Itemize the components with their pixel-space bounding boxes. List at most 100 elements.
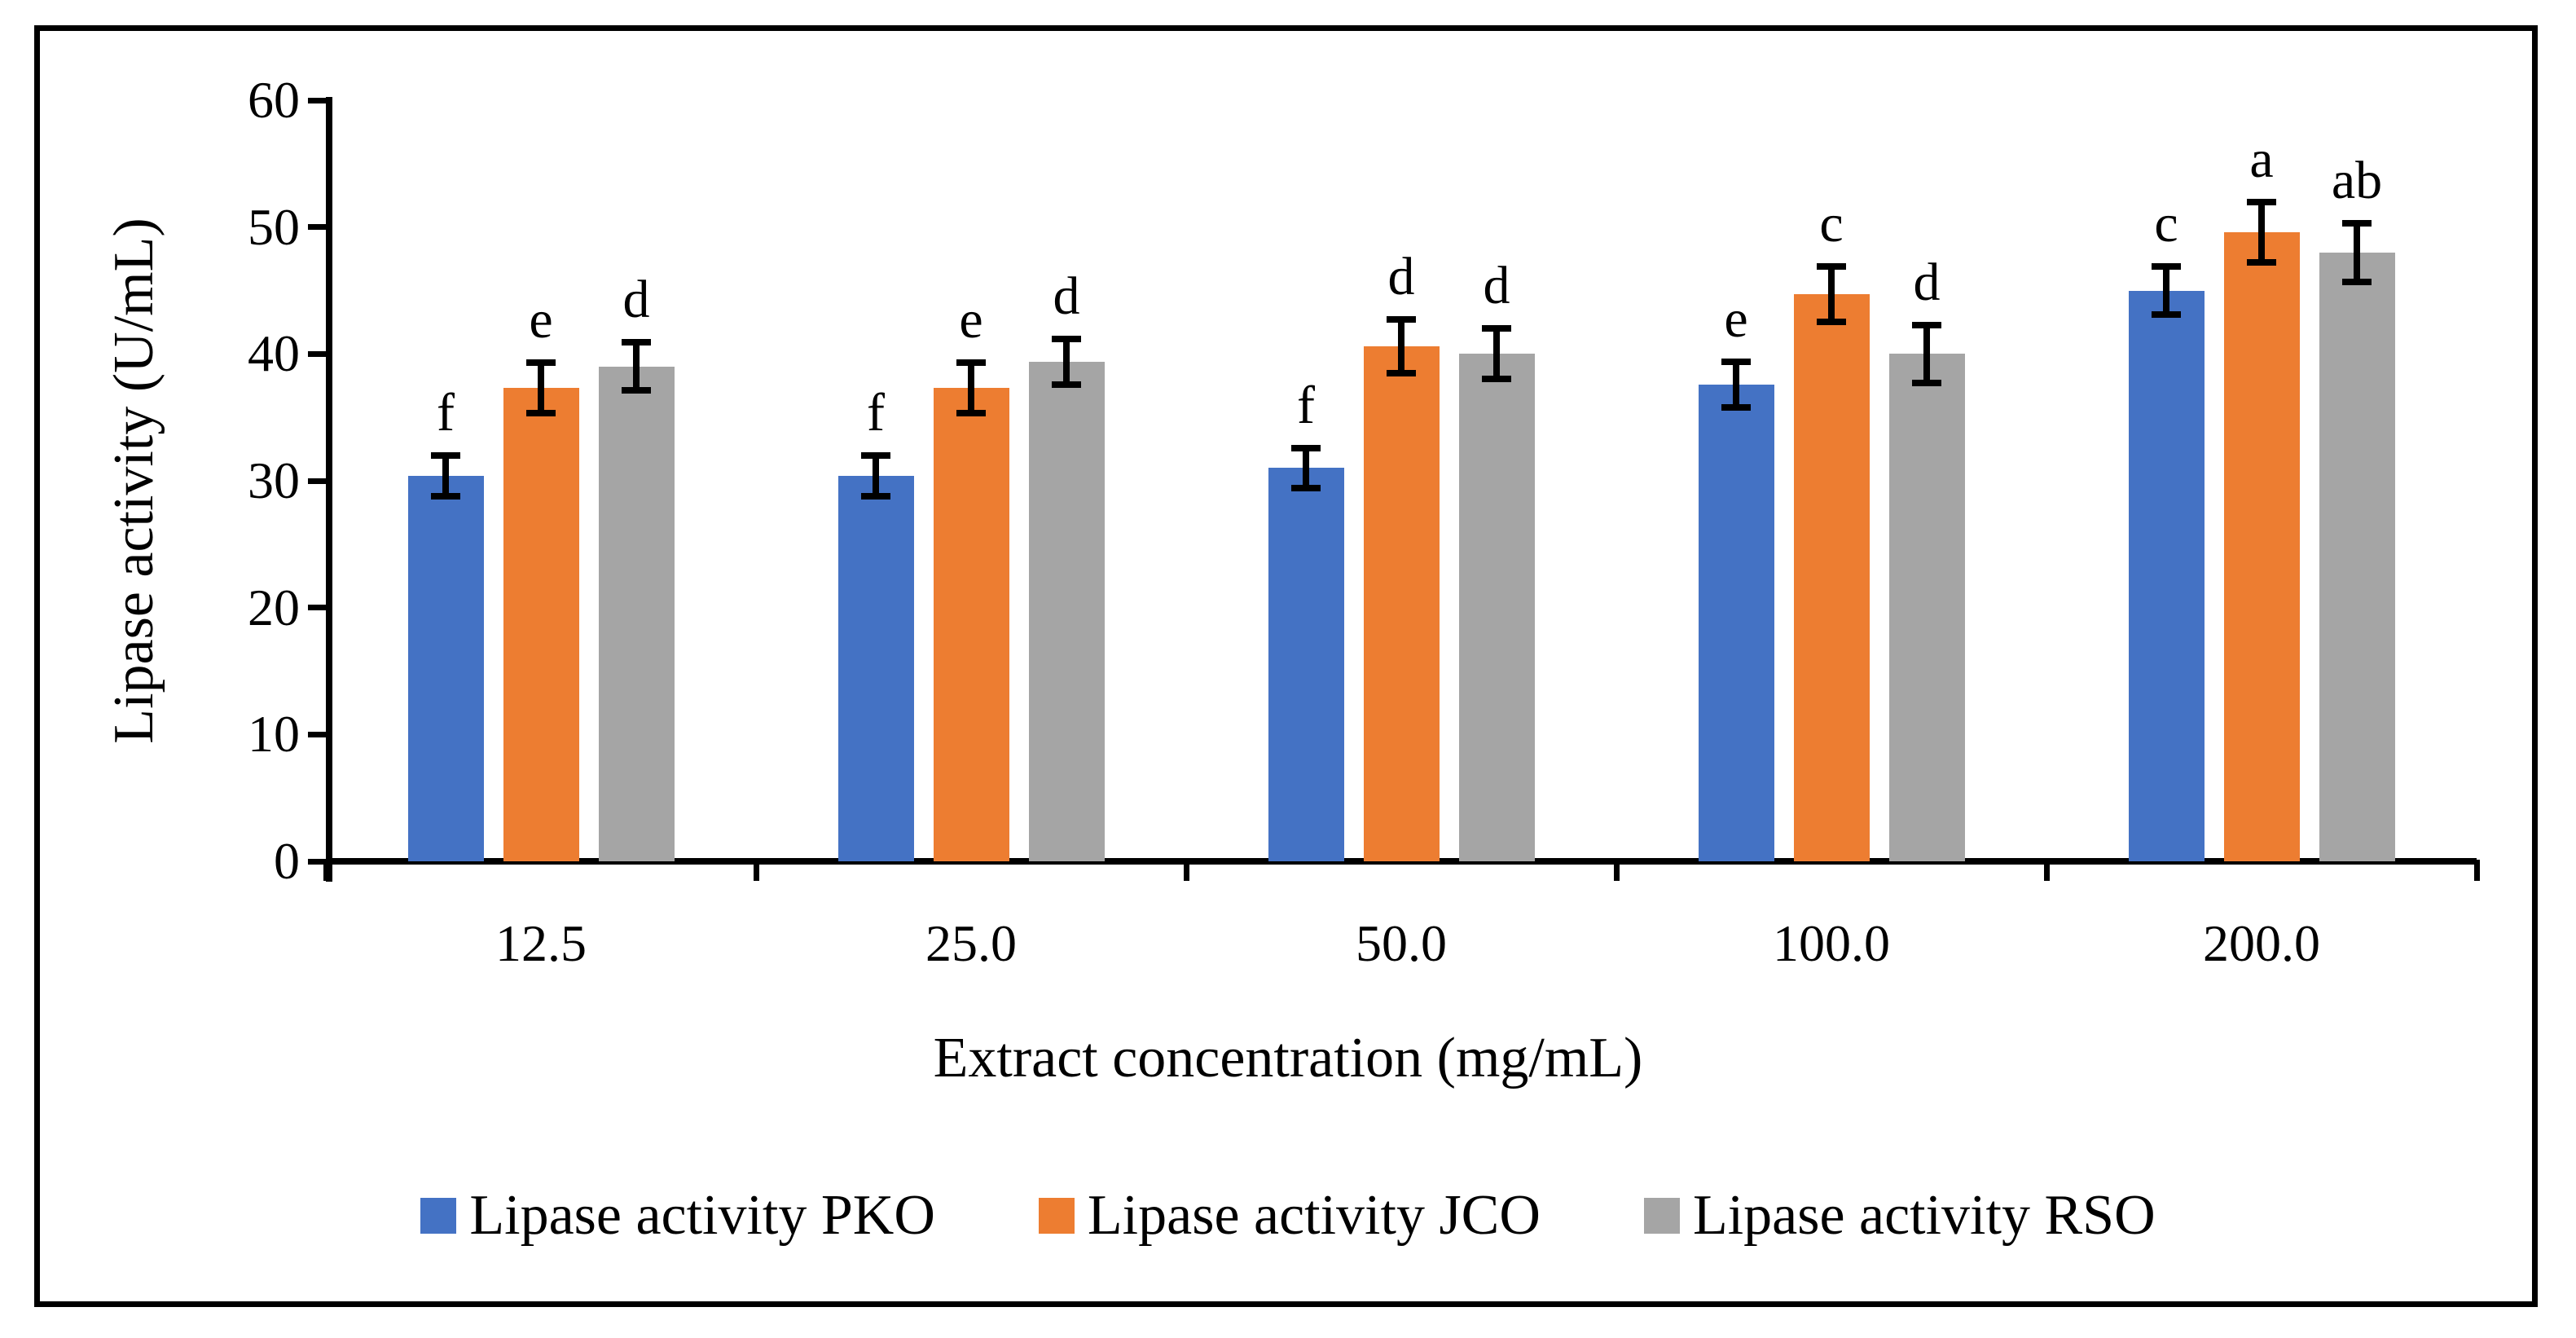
error-bar-line xyxy=(1398,319,1404,373)
error-bar-cap-top xyxy=(526,359,556,367)
legend-label: Lipase activity RSO xyxy=(1692,1184,2156,1247)
bar xyxy=(1698,384,1774,861)
sig-letter: ab xyxy=(2331,150,2383,210)
legend-label: Lipase activity JCO xyxy=(1087,1184,1541,1247)
error-bar-cap-bottom xyxy=(2342,278,2372,285)
error-bar-line xyxy=(873,455,879,496)
sig-letter: d xyxy=(1483,256,1510,316)
error-bar-line xyxy=(1493,328,1500,380)
y-tick xyxy=(308,731,326,737)
error-bar-cap-top xyxy=(622,339,651,346)
sig-letter: a xyxy=(2249,129,2274,189)
bar xyxy=(1268,468,1344,861)
y-tick-label: 20 xyxy=(248,578,300,636)
error-bar-cap-top xyxy=(956,359,986,367)
error-bar-cap-top xyxy=(1817,262,1846,270)
bar xyxy=(837,475,914,861)
bar xyxy=(1793,294,1870,861)
legend-swatch-icon xyxy=(1038,1198,1075,1234)
error-bar-line xyxy=(2163,266,2169,315)
y-tick xyxy=(308,858,326,865)
y-tick-label: 30 xyxy=(248,451,300,509)
error-bar-line xyxy=(1828,266,1835,323)
error-bar-line xyxy=(2258,201,2265,263)
error-bar-cap-top xyxy=(1052,335,1081,342)
y-tick-label: 40 xyxy=(248,324,300,383)
y-tick xyxy=(308,224,326,231)
x-tick xyxy=(1183,860,1189,881)
sig-letter: c xyxy=(1819,193,1844,253)
sig-letter: f xyxy=(437,382,455,442)
sig-letter: d xyxy=(1913,252,1941,312)
x-category-label: 12.5 xyxy=(495,914,587,972)
legend-item: Lipase activity JCO xyxy=(1038,1183,1541,1248)
error-bar-cap-bottom xyxy=(1817,319,1846,326)
error-bar-cap-bottom xyxy=(956,410,986,417)
error-bar-line xyxy=(1923,324,1930,384)
error-bar-line xyxy=(968,363,974,414)
error-bar-cap-bottom xyxy=(622,387,651,394)
error-bar-line xyxy=(1063,338,1070,385)
bar xyxy=(933,388,1009,861)
y-tick xyxy=(308,605,326,611)
legend-item: Lipase activity RSO xyxy=(1643,1183,2156,1248)
error-bar-cap-bottom xyxy=(1387,369,1416,376)
error-bar-line xyxy=(538,363,544,414)
sig-letter: e xyxy=(529,290,553,350)
error-bar-line xyxy=(1733,361,1739,407)
error-bar-cap-top xyxy=(861,451,890,459)
error-bar-cap-bottom xyxy=(2152,311,2181,319)
error-bar-cap-top xyxy=(1912,321,1941,328)
error-bar-cap-top xyxy=(431,451,460,459)
bar xyxy=(2223,231,2300,861)
bar xyxy=(2128,290,2205,861)
sig-letter: f xyxy=(867,382,885,442)
error-bar-cap-bottom xyxy=(1291,485,1321,492)
plot-area: 0 10 20 30 40 50 60 12.5 25.0 50.0 100.0 200.0 f e d f e… xyxy=(248,74,2480,970)
error-bar-line xyxy=(1303,447,1309,489)
bar xyxy=(1888,354,1965,861)
error-bar-line xyxy=(633,342,640,391)
sig-letter: c xyxy=(2154,193,2178,253)
x-tick xyxy=(1613,860,1620,881)
sig-letter: d xyxy=(622,270,650,330)
bar xyxy=(1028,361,1105,861)
y-tick-label: 50 xyxy=(248,197,300,256)
error-bar-cap-bottom xyxy=(2247,259,2276,266)
bar xyxy=(503,388,579,861)
bar xyxy=(1458,354,1535,861)
y-tick-label: 10 xyxy=(248,705,300,764)
sig-letter: f xyxy=(1297,375,1315,435)
error-bar-cap-top xyxy=(1721,358,1751,365)
x-category-label: 50.0 xyxy=(1356,914,1447,972)
error-bar-cap-bottom xyxy=(1482,376,1511,383)
y-axis-line xyxy=(326,97,332,882)
y-tick-label: 0 xyxy=(274,832,300,890)
legend: Lipase activity PKO Lipase activity JCO Li… xyxy=(0,1183,2576,1248)
bar xyxy=(598,366,675,861)
error-bar-cap-top xyxy=(2247,198,2276,205)
error-bar-cap-top xyxy=(1291,444,1321,451)
figure-frame xyxy=(34,25,2538,1307)
x-tick xyxy=(323,860,329,881)
y-tick xyxy=(308,97,326,103)
legend-item: Lipase activity PKO xyxy=(420,1183,935,1248)
legend-swatch-icon xyxy=(1643,1198,1680,1234)
error-bar-cap-top xyxy=(2342,219,2372,227)
error-bar-cap-bottom xyxy=(526,410,556,417)
sig-letter: e xyxy=(959,290,983,350)
bar xyxy=(2319,252,2395,861)
error-bar-cap-bottom xyxy=(1912,380,1941,387)
y-tick-label: 60 xyxy=(248,71,300,129)
error-bar-line xyxy=(442,455,449,496)
x-axis-line xyxy=(326,858,2477,865)
x-category-label: 25.0 xyxy=(925,914,1017,972)
x-tick xyxy=(753,860,759,881)
error-bar-cap-bottom xyxy=(1721,403,1751,411)
legend-swatch-icon xyxy=(420,1198,457,1234)
error-bar-cap-bottom xyxy=(861,492,890,500)
x-category-label: 200.0 xyxy=(2203,914,2320,972)
x-axis-title: Extract concentration (mg/mL) xyxy=(933,1027,1643,1089)
error-bar-cap-top xyxy=(1387,316,1416,323)
x-category-label: 100.0 xyxy=(1773,914,1890,972)
